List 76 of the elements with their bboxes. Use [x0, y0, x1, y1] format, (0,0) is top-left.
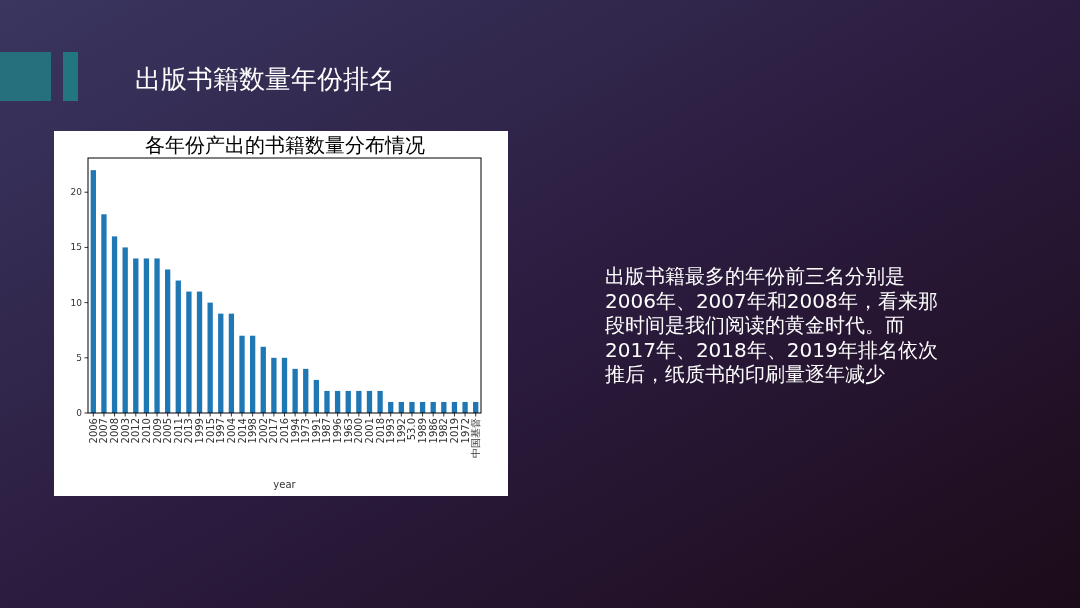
x-tick-label: 2011 [172, 418, 184, 444]
bar [207, 302, 213, 413]
x-tick-label: 2014 [236, 418, 248, 444]
x-tick-label: 2012 [130, 418, 142, 444]
bar [409, 401, 415, 413]
x-tick-label: 2003 [119, 418, 131, 444]
bar [111, 236, 118, 413]
bar [154, 258, 160, 413]
bar [345, 390, 351, 413]
y-tick-label: 5 [76, 352, 82, 363]
y-tick-label: 0 [76, 408, 83, 418]
x-tick-label: 53.0 [406, 418, 418, 441]
x-tick-label: 1997 [215, 418, 227, 444]
x-tick-label: 2010 [140, 418, 152, 444]
x-tick-label: 2009 [151, 418, 163, 444]
x-tick-label: 2016 [279, 418, 290, 444]
bar [239, 335, 245, 413]
x-tick-label: 1982 [438, 418, 450, 444]
bar [260, 346, 266, 413]
bar [228, 313, 235, 413]
x-tick-label: 1973 [300, 418, 312, 444]
x-tick-label: 1998 [247, 418, 259, 444]
text: 出版书籍最多的年份前三名分别是2006年、2007年和2008年，看来那段时间是我们阅读的黄金时代。而2017年、2018年、2019年排名依次推后，纸质书的印刷量逐年减少 [605, 264, 939, 387]
bar [462, 401, 468, 413]
x-tick-label: 1963 [342, 418, 354, 444]
bar [186, 291, 192, 413]
x-tick-label: 1989 [417, 418, 429, 444]
x-tick-label: 1994 [289, 418, 301, 444]
chart-subtitle: 各年份产出的书籍数量分布情况 [144, 133, 425, 157]
x-axis-title: year [273, 479, 297, 490]
x-tick-label: 2000 [353, 418, 365, 444]
bar [196, 291, 203, 413]
bar [356, 390, 362, 413]
x-tick-label: 2019 [448, 418, 460, 444]
x-tick-label: 2005 [162, 418, 174, 444]
x-tick-label: 1996 [332, 418, 344, 444]
x-tick-label: 1986 [427, 418, 439, 444]
x-tick-label: 1987 [321, 418, 333, 444]
bar [313, 379, 320, 413]
y-tick-label: 20 [70, 187, 83, 198]
x-tick-label: 2008 [109, 418, 121, 444]
y-tick-label: 10 [70, 297, 83, 308]
x-tick-label: 2007 [98, 418, 110, 444]
x-tick-label: 2002 [257, 418, 269, 444]
bar [271, 357, 277, 413]
x-tick-label: 2015 [204, 418, 216, 444]
x-tick-label: 1999 [194, 418, 206, 444]
bar [324, 390, 330, 413]
x-tick-label: 2001 [363, 418, 375, 444]
bar [165, 269, 171, 413]
bar [334, 390, 341, 413]
bar [249, 335, 256, 413]
bar [143, 258, 150, 413]
x-tick-label: 1992 [395, 418, 407, 444]
bar [122, 247, 128, 413]
bar [175, 280, 181, 413]
bar [218, 313, 224, 413]
x-tick-label: 2018 [374, 418, 386, 444]
bar [90, 170, 96, 413]
bar [292, 368, 298, 413]
bar [101, 214, 107, 413]
bar [366, 390, 373, 413]
x-tick-label: 1993 [385, 418, 397, 444]
x-tick-label: 2017 [268, 418, 280, 444]
x-tick-label: 2004 [225, 418, 237, 444]
x-tick-label: 2006 [87, 418, 99, 444]
bar [377, 390, 383, 413]
x-tick-label: 1972 [459, 418, 471, 444]
y-tick-label: 15 [70, 242, 82, 253]
title: 出版书籍数量年份排名 [135, 64, 395, 94]
bar [133, 258, 139, 413]
bar [303, 368, 309, 413]
x-tick-label: 2013 [183, 418, 195, 444]
x-tick-label: 中国基督 [470, 418, 482, 458]
x-tick-label: 1991 [310, 418, 322, 444]
bar [281, 357, 288, 413]
